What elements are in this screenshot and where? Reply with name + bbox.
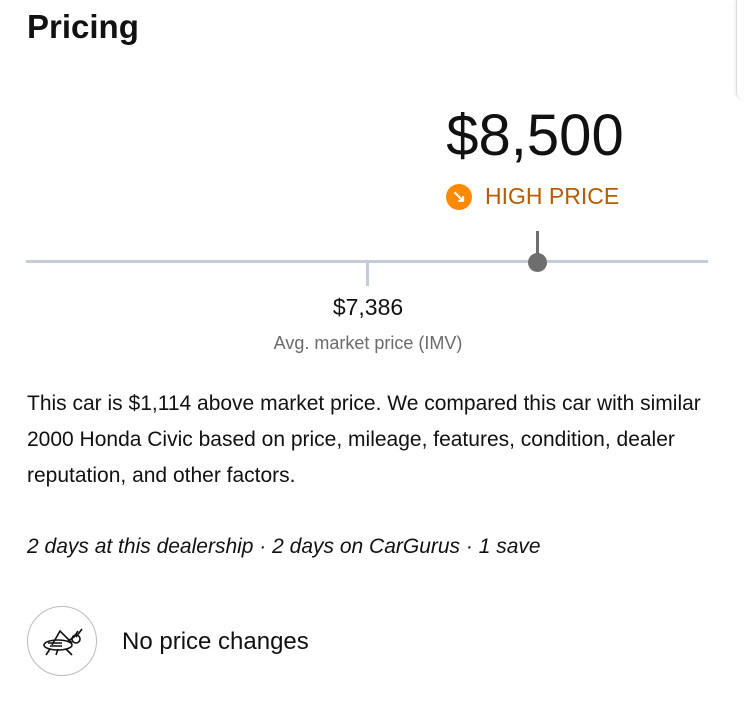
avg-market-tick [366, 262, 369, 286]
price-history-text: No price changes [122, 628, 309, 655]
avg-market-label: Avg. market price (IMV) [273, 333, 463, 353]
listing-price: $8,500 [446, 103, 624, 168]
price-marker-pin [536, 231, 539, 261]
price-marker-dot [528, 253, 547, 272]
price-description: This car is $1,114 above market price. W… [27, 392, 701, 487]
grasshopper-icon [27, 606, 97, 676]
page-title: Pricing [27, 8, 139, 45]
listing-stats: 2 days at this dealership · 2 days on Ca… [27, 535, 541, 558]
arrow-down-right-icon: ↘ [446, 183, 472, 210]
avg-market-price: $7,386 [332, 294, 404, 320]
price-rating-badge: ↘ HIGH PRICE [446, 183, 619, 210]
panel-edge [736, 0, 744, 100]
price-rating-label: HIGH PRICE [485, 183, 620, 209]
price-scale-track [26, 260, 708, 263]
